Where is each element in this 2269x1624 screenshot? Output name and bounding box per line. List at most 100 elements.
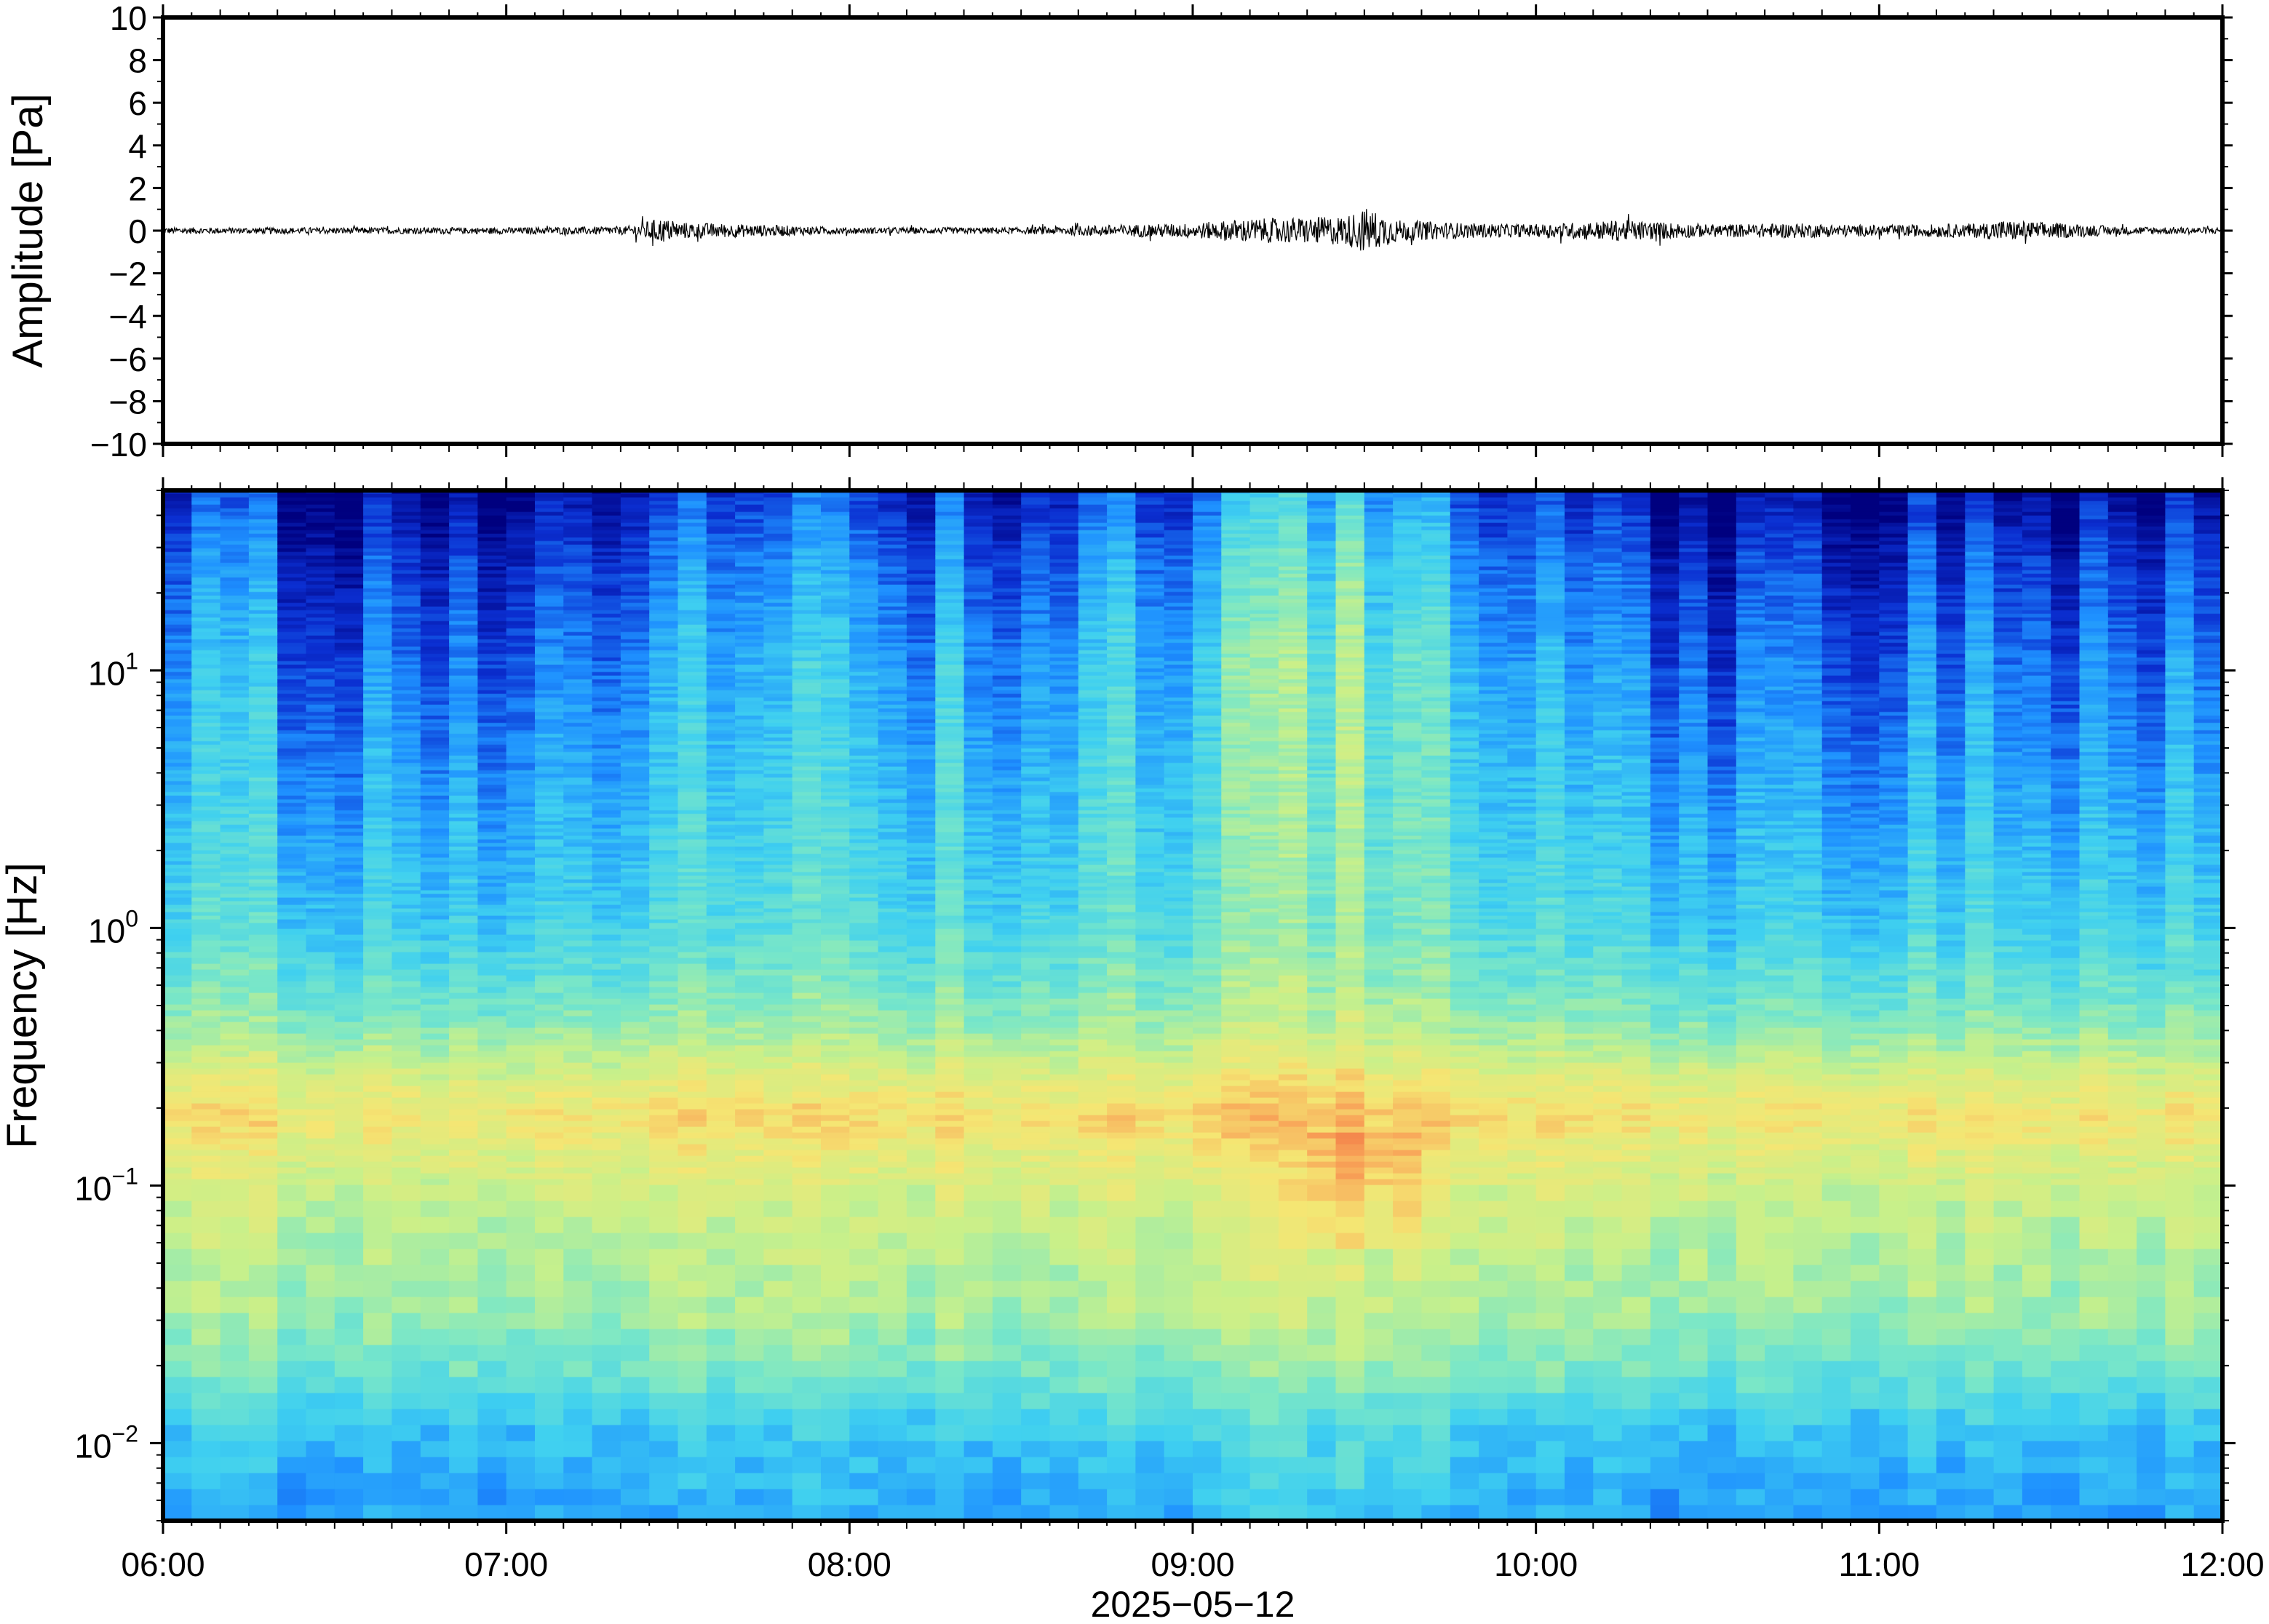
spectrogram-cell bbox=[763, 755, 793, 760]
spectrogram-cell bbox=[277, 537, 307, 541]
spectrogram-cell bbox=[649, 1126, 679, 1133]
spectrogram-cell bbox=[191, 519, 221, 523]
spectrogram-cell bbox=[191, 657, 221, 661]
spectrogram-cell bbox=[849, 810, 879, 814]
spectrogram-cell bbox=[363, 832, 392, 836]
spectrogram-cell bbox=[620, 533, 650, 538]
spectrogram-cell bbox=[706, 723, 736, 727]
spectrogram-cell bbox=[821, 1457, 850, 1473]
spectrogram-cell bbox=[277, 712, 307, 716]
spectrogram-cell bbox=[592, 1027, 621, 1034]
spectrogram-cell bbox=[449, 857, 478, 861]
spectrogram-cell bbox=[735, 748, 764, 752]
spectrogram-cell bbox=[849, 752, 879, 756]
spectrogram-cell bbox=[191, 537, 221, 541]
spectrogram-cell bbox=[248, 584, 278, 589]
spectrogram-cell bbox=[220, 682, 250, 687]
spectrogram-cell bbox=[735, 650, 764, 654]
spectrogram-cell bbox=[449, 1425, 478, 1441]
spectrogram-cell bbox=[592, 501, 621, 505]
spectrogram-cell bbox=[592, 1441, 621, 1457]
spectrogram-cell bbox=[821, 730, 850, 734]
spectrogram-cell bbox=[649, 893, 679, 898]
spectrogram-cell bbox=[392, 741, 421, 745]
spectrogram-cell bbox=[735, 501, 764, 505]
spectrogram-cell bbox=[191, 493, 221, 498]
spectrogram-cell bbox=[821, 1155, 850, 1162]
spectrogram-cell bbox=[620, 519, 650, 523]
spectrogram-cell bbox=[449, 1281, 478, 1297]
spectrogram-cell bbox=[334, 1056, 364, 1063]
spectrogram-cell bbox=[763, 934, 793, 941]
spectrogram-cell bbox=[563, 998, 593, 1005]
spectrogram-cell bbox=[420, 661, 450, 665]
spectrogram-cell bbox=[735, 1126, 764, 1133]
spectrogram-cell bbox=[763, 1457, 793, 1473]
spectrogram-cell bbox=[248, 992, 278, 999]
spectrogram-cell bbox=[248, 544, 278, 549]
spectrogram-cell bbox=[563, 1281, 593, 1297]
spectrogram-cell bbox=[392, 806, 421, 811]
spectrogram-cell bbox=[563, 1144, 593, 1150]
spectrogram-cell bbox=[792, 744, 822, 749]
spectrogram-cell bbox=[220, 766, 250, 771]
spectrogram-cell bbox=[792, 893, 822, 898]
spectrogram-cell bbox=[792, 1045, 822, 1051]
spectrogram-cell bbox=[677, 650, 707, 654]
spectrogram-cell bbox=[620, 744, 650, 749]
spectrogram-cell bbox=[821, 1150, 850, 1156]
spectrogram-cell bbox=[592, 544, 621, 549]
spectrogram-cell bbox=[592, 843, 621, 847]
spectrogram-cell bbox=[878, 752, 907, 756]
spectrogram-cell bbox=[477, 748, 507, 752]
spectrogram-cell bbox=[821, 755, 850, 760]
spectrogram-cell bbox=[477, 832, 507, 836]
spectrogram-cell bbox=[449, 813, 478, 818]
spectrogram-cell bbox=[849, 664, 879, 669]
spectrogram-cell bbox=[220, 770, 250, 774]
spectrogram-cell bbox=[592, 795, 621, 800]
spectrogram-cell bbox=[735, 1150, 764, 1156]
spectrogram-cell bbox=[220, 737, 250, 741]
spectrogram-cell bbox=[363, 544, 392, 549]
spectrogram-cell bbox=[477, 1155, 507, 1162]
spectrogram-cell bbox=[248, 1473, 278, 1489]
spectrogram-cell bbox=[506, 875, 536, 880]
spectrogram-cell bbox=[677, 686, 707, 690]
spectrogram-cell bbox=[191, 1457, 221, 1473]
spectrogram-cell bbox=[277, 577, 307, 581]
spectrogram-cell bbox=[763, 828, 793, 832]
spectrogram-cell bbox=[420, 1062, 450, 1069]
spectrogram-cell bbox=[334, 850, 364, 854]
spectrogram-cell bbox=[363, 919, 392, 923]
spectrogram-cell bbox=[191, 682, 221, 687]
spectrogram-cell bbox=[735, 617, 764, 621]
spectrogram-cell bbox=[248, 530, 278, 534]
spectrogram-cell bbox=[191, 813, 221, 818]
spectrogram-cell bbox=[420, 1185, 450, 1201]
spectrogram-cell bbox=[649, 584, 679, 589]
spectrogram-cell bbox=[363, 668, 392, 672]
spectrogram-cell bbox=[592, 533, 621, 538]
spectrogram-cell bbox=[306, 963, 335, 970]
spectrogram-cell bbox=[792, 737, 822, 741]
spectrogram-cell bbox=[334, 832, 364, 836]
spectrogram-cell bbox=[563, 1201, 593, 1217]
spectrogram-cell bbox=[677, 832, 707, 836]
spectrogram-cell bbox=[506, 890, 536, 894]
spectrogram-cell bbox=[563, 548, 593, 552]
spectrogram-cell bbox=[821, 981, 850, 987]
spectrogram-cell bbox=[735, 946, 764, 952]
spectrogram-cell bbox=[449, 975, 478, 982]
spectrogram-cell bbox=[563, 861, 593, 865]
spectrogram-cell bbox=[878, 1144, 907, 1150]
spectrogram-cell bbox=[792, 958, 822, 964]
spectrogram-cell bbox=[821, 908, 850, 912]
spectrogram-cell bbox=[706, 610, 736, 614]
spectrogram-cell bbox=[592, 1103, 621, 1110]
spectrogram-cell bbox=[220, 1377, 250, 1393]
spectrogram-cell bbox=[334, 817, 364, 821]
spectrogram-cell bbox=[248, 908, 278, 912]
spectrogram-cell bbox=[449, 861, 478, 865]
spectrogram-cell bbox=[363, 1132, 392, 1139]
